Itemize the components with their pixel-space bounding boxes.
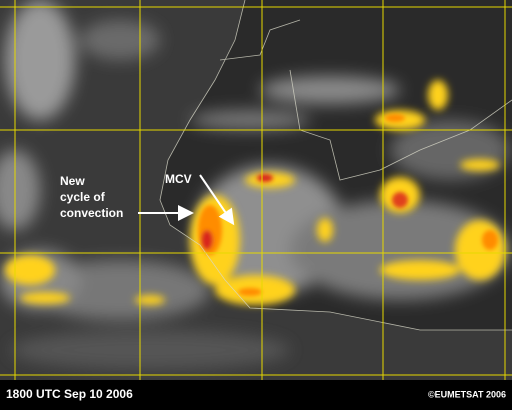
annotation-label: cycle of	[60, 190, 106, 204]
convection-cores	[198, 114, 498, 296]
lat-lon-grid	[0, 0, 512, 380]
annotation-label: MCV	[165, 172, 192, 186]
annotation-label: New	[60, 174, 85, 188]
arrow	[199, 174, 235, 226]
coastline	[159, 0, 512, 331]
footer-bar	[0, 380, 512, 410]
annotation-label: convection	[60, 206, 123, 220]
timestamp: 1800 UTC Sep 10 2006	[6, 387, 133, 401]
credit: ©EUMETSAT 2006	[428, 389, 506, 399]
